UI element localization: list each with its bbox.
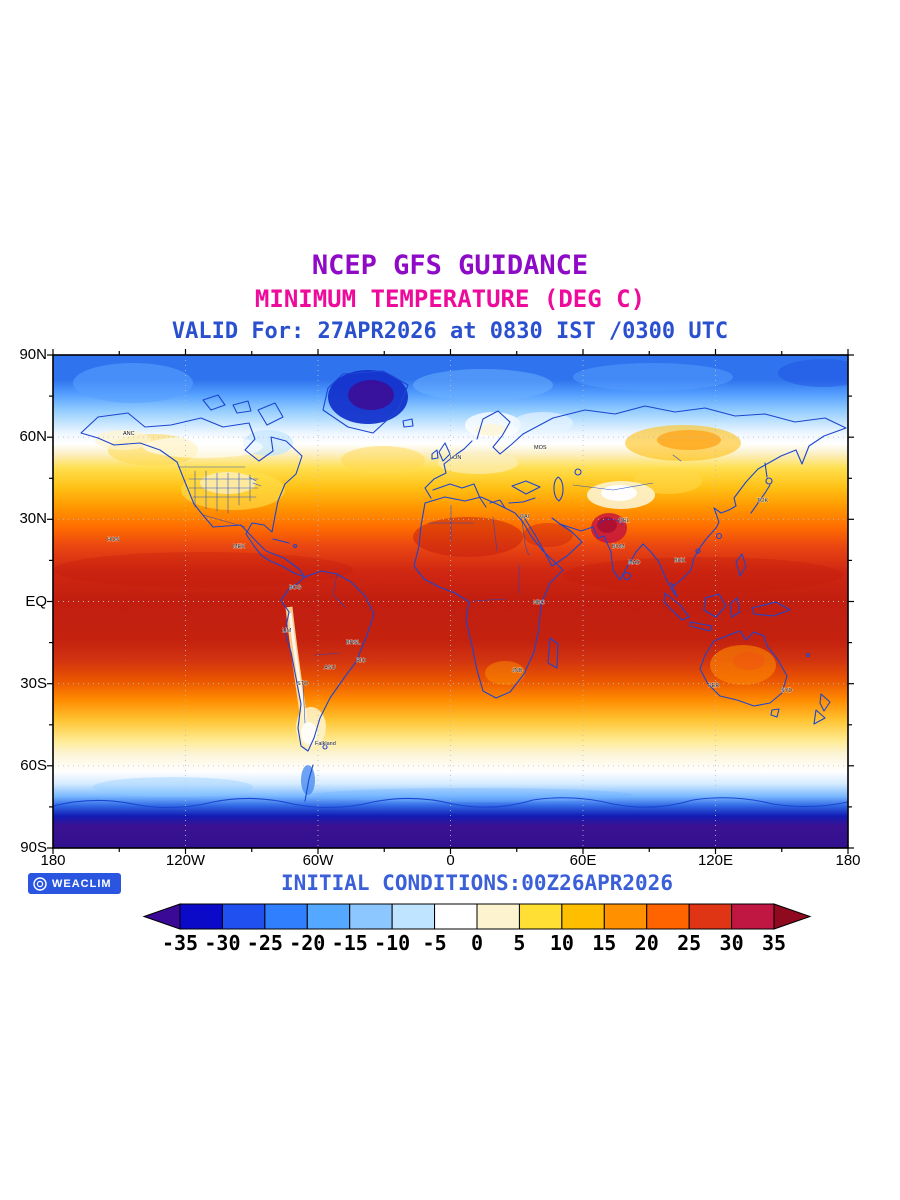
colorbar-tick-label: 20	[634, 931, 659, 955]
station-label: MEX	[233, 544, 245, 550]
title-model: NCEP GFS GUIDANCE	[311, 250, 589, 281]
y-axis-label: EQ	[25, 592, 47, 610]
station-label: RIO	[356, 658, 367, 664]
station-label: LIM	[282, 628, 292, 634]
x-axis-label: 120E	[697, 852, 734, 869]
map-fill-layer: ANC HON MEX BOG LIM STO ASU BRSL RIO Falkland CAI N…	[53, 355, 848, 848]
colorbar-tick-label: -15	[331, 931, 368, 955]
x-axis-label: 180	[835, 852, 861, 869]
station-label: BKK	[674, 558, 685, 564]
x-axis-label: 60E	[569, 852, 597, 869]
colorbar-tick-label: -25	[246, 931, 283, 955]
colorbar-tick-label: 35	[761, 931, 787, 955]
coastlines	[53, 370, 848, 809]
station-label: NBO	[533, 600, 546, 606]
station-label: BOG	[289, 585, 301, 591]
station-label: PER	[708, 683, 719, 689]
station-label: BOM	[612, 544, 625, 550]
station-label: DEL	[619, 518, 630, 524]
weaclim-logo: WEACLIM	[28, 873, 121, 894]
station-label: JNB	[512, 668, 523, 674]
station-label: Falkland	[315, 741, 336, 747]
x-axis-label: 60W	[302, 852, 334, 869]
colorbar-tick-label: 0	[470, 931, 484, 955]
station-label: CAI	[520, 514, 530, 520]
colorbar-labels: -35 -30 -25 -20 -15 -10 -5 0 5 10 15 20 25 30 35	[142, 931, 812, 957]
y-axis-label: 60N	[19, 428, 47, 446]
y-axis-label: 90N	[19, 346, 47, 363]
colorbar-tick-label: 25	[677, 931, 702, 955]
colorbar-tick-label: -30	[204, 931, 241, 955]
station-label: SYD	[781, 688, 792, 694]
y-axis-label: 90S	[20, 839, 47, 856]
title-valid-time: VALID For: 27APR2026 at 0830 IST /0300 U…	[171, 319, 729, 344]
colorbar-tick-label: -5	[422, 931, 447, 955]
colorbar-tick-label: 10	[549, 931, 574, 955]
station-label: MAD	[628, 560, 640, 566]
colorbar-tick-label: -10	[374, 931, 411, 955]
station-label: ANC	[123, 431, 135, 437]
station-labels: ANC HON MEX BOG LIM STO ASU BRSL RIO Falkland CAI N…	[107, 431, 793, 748]
temperature-colorbar	[142, 903, 812, 935]
station-label: HON	[107, 537, 119, 543]
station-label: STO	[297, 681, 309, 687]
x-axis-label: 120W	[165, 852, 206, 869]
world-minimum-temperature-map: ANC HON MEX BOG LIM STO ASU BRSL RIO Falkland CAI N…	[47, 349, 854, 854]
country-borders	[178, 454, 682, 724]
station-label: LON	[450, 455, 461, 461]
colorbar-scale	[142, 903, 812, 930]
title-variable: MINIMUM TEMPERATURE (DEG C)	[254, 285, 646, 313]
colorbar-tick-label: -35	[161, 931, 199, 955]
colorbar-tick-label: -20	[289, 931, 326, 955]
y-axis-label: 60S	[20, 756, 47, 774]
station-label: BRSL	[346, 640, 360, 646]
gridlines	[53, 355, 848, 848]
weaclim-logo-label: WEACLIM	[52, 877, 112, 890]
weaclim-icon	[33, 876, 47, 891]
x-axis-label: 180	[40, 852, 66, 869]
y-axis-label: 30S	[20, 674, 47, 692]
station-label: MOS	[534, 445, 547, 451]
map-border	[52, 354, 849, 849]
station-label: TOK	[757, 498, 769, 504]
station-label: ASU	[324, 665, 335, 671]
y-axis-label: 30N	[19, 510, 47, 528]
x-axis-label: 0	[446, 852, 455, 869]
colorbar-tick-label: 30	[719, 931, 744, 955]
colorbar-tick-label: 15	[592, 931, 617, 955]
initial-conditions-text: INITIAL CONDITIONS:00Z26APR2026	[281, 871, 673, 895]
colorbar-tick-label: 5	[513, 931, 526, 955]
